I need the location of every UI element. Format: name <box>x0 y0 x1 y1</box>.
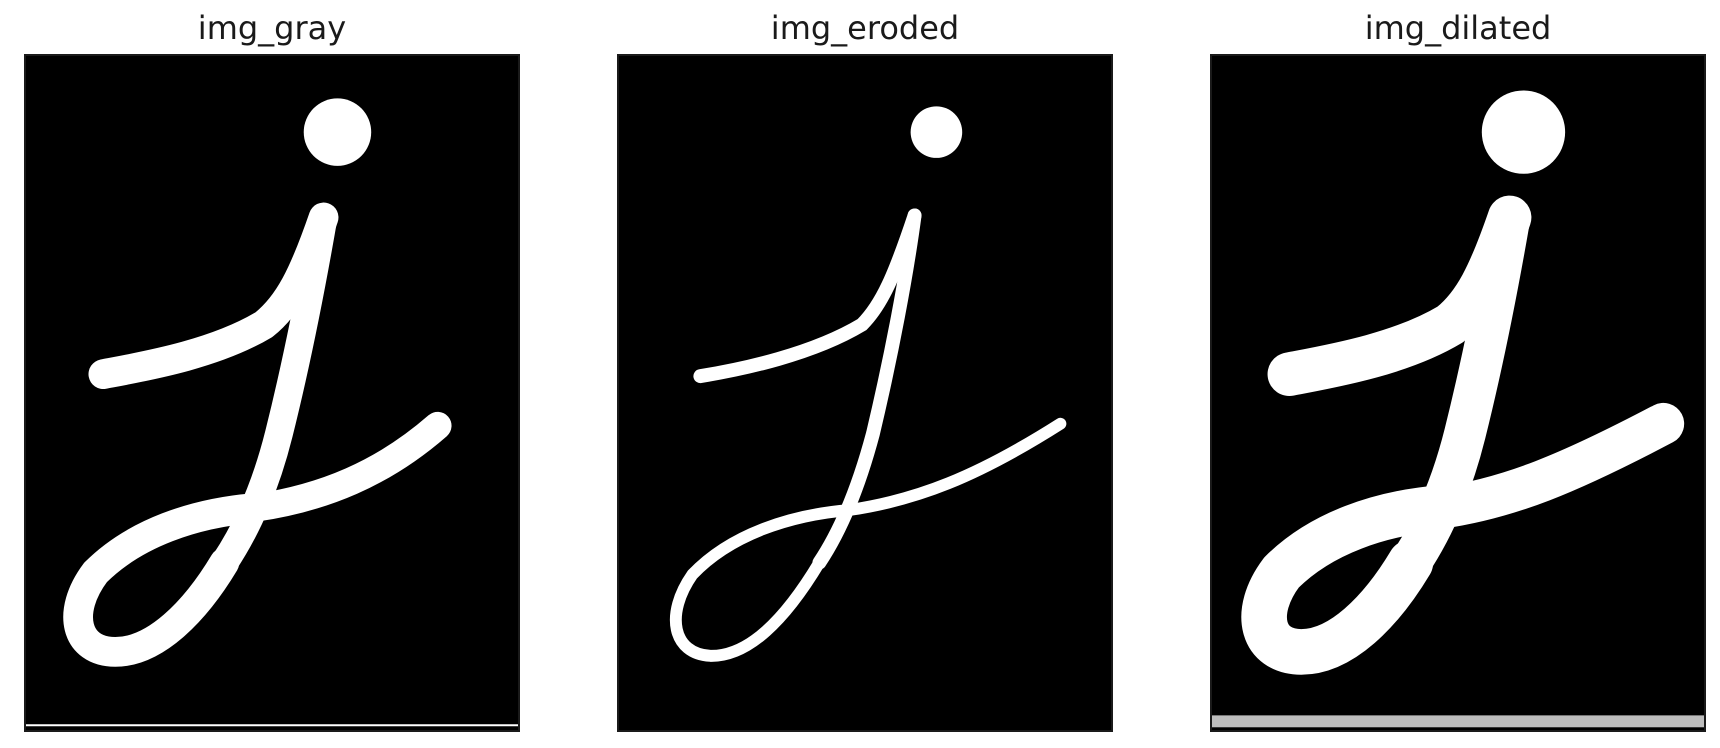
panel-title-img-dilated: img_dilated <box>1364 9 1552 47</box>
panel-title-img-gray: img_gray <box>197 9 347 47</box>
image-panel-gray <box>24 54 520 732</box>
letter-j-image-eroded <box>669 106 1067 662</box>
letter-j-image-gray <box>26 98 518 727</box>
image-panel-eroded <box>617 54 1113 732</box>
letter-dot <box>1481 90 1566 174</box>
letter-j-image-dilated <box>1212 90 1704 728</box>
image-panel-dilated <box>1210 54 1706 732</box>
letter-dot <box>303 98 372 166</box>
letter-dot <box>910 106 963 158</box>
panel-title-img-eroded: img_eroded <box>770 9 960 47</box>
